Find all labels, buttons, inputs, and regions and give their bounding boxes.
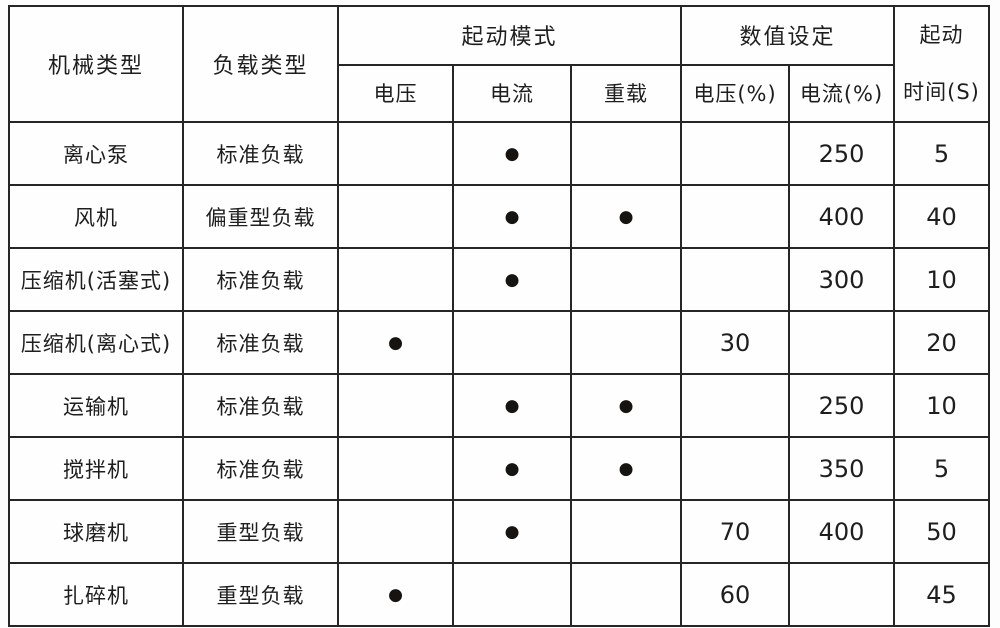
table-row-fan: 风机 偏重型负载 ● ● 400 40 [8,184,991,249]
cell-load: 重型负载 [182,562,339,627]
cell-start-time: 5 [893,436,991,501]
header-current-pct: 电流(%) [787,63,896,123]
cell-mode-current: ● [452,121,572,186]
cell-mode-current: ● [452,184,572,249]
cell-mode-voltage [337,247,454,312]
cell-start-time: 50 [893,499,991,564]
cell-mode-heavy [570,562,682,627]
cell-mode-heavy: ● [570,184,682,249]
cell-current-pct [787,310,896,375]
header-load-type: 负载类型 [182,5,339,123]
cell-mode-current: ● [452,436,572,501]
cell-machine: 风机 [8,184,184,249]
cell-machine: 压缩机(离心式) [8,310,184,375]
cell-load: 标准负载 [182,436,339,501]
cell-mode-current [452,562,572,627]
header-voltage-pct: 电压(%) [680,63,790,123]
cell-voltage-pct [680,436,790,501]
cell-mode-heavy [570,247,682,312]
cell-mode-voltage [337,373,454,438]
cell-load: 偏重型负载 [182,184,339,249]
cell-current-pct: 400 [787,184,896,249]
header-start-time-line2: 时间(S) [903,80,980,104]
header-start-time: 起动 时间(S) [893,5,991,123]
header-voltage: 电压 [337,63,454,123]
header-start-mode-group: 起动模式 [337,5,682,66]
cell-start-time: 10 [893,247,991,312]
table-row-centrifugal-pump: 离心泵 标准负载 ● 250 5 [8,121,991,186]
table-row-crusher: 扎碎机 重型负载 ● 60 45 [8,562,991,627]
cell-mode-voltage [337,499,454,564]
cell-mode-heavy: ● [570,436,682,501]
cell-mode-voltage: ● [337,310,454,375]
cell-load: 重型负载 [182,499,339,564]
cell-start-time: 40 [893,184,991,249]
cell-current-pct: 400 [787,499,896,564]
cell-machine: 离心泵 [8,121,184,186]
cell-mode-voltage [337,121,454,186]
cell-voltage-pct: 70 [680,499,790,564]
header-machine-type: 机械类型 [8,5,184,123]
cell-start-time: 10 [893,373,991,438]
cell-current-pct: 250 [787,121,896,186]
cell-machine: 搅拌机 [8,436,184,501]
cell-machine: 压缩机(活塞式) [8,247,184,312]
cell-mode-current [452,310,572,375]
cell-mode-voltage [337,184,454,249]
cell-mode-heavy [570,121,682,186]
cell-load: 标准负载 [182,373,339,438]
cell-start-time: 5 [893,121,991,186]
table-row-mixer: 搅拌机 标准负载 ● ● 350 5 [8,436,991,501]
cell-machine: 球磨机 [8,499,184,564]
cell-voltage-pct [680,373,790,438]
cell-voltage-pct [680,121,790,186]
table-row-compressor-piston: 压缩机(活塞式) 标准负载 ● 300 10 [8,247,991,312]
motor-starting-spec-table: 机械类型 负载类型 起动模式 数值设定 起动 时间(S) 电压 电流 重载 电压… [8,5,991,627]
header-current: 电流 [452,63,572,123]
table-row-compressor-centrifugal: 压缩机(离心式) 标准负载 ● 30 20 [8,310,991,375]
cell-mode-heavy [570,499,682,564]
cell-mode-voltage [337,436,454,501]
table-row-ball-mill: 球磨机 重型负载 ● 70 400 50 [8,499,991,564]
cell-start-time: 45 [893,562,991,627]
header-value-setting-group: 数值设定 [679,5,896,66]
cell-current-pct [787,562,896,627]
cell-current-pct: 350 [787,436,896,501]
header-heavy-load: 重载 [570,63,682,123]
cell-voltage-pct: 30 [680,310,790,375]
table-header: 机械类型 负载类型 起动模式 数值设定 起动 时间(S) 电压 电流 重载 电压… [8,5,991,123]
cell-machine: 运输机 [8,373,184,438]
cell-voltage-pct [680,247,790,312]
cell-voltage-pct [680,184,790,249]
cell-mode-current: ● [452,499,572,564]
cell-load: 标准负载 [182,310,339,375]
cell-mode-heavy [570,310,682,375]
cell-mode-current: ● [452,373,572,438]
cell-start-time: 20 [893,310,991,375]
header-row-subcolumns: 电压 电流 重载 电压(%) 电流(%) [9,63,989,123]
table-body: 离心泵 标准负载 ● 250 5 风机 偏重型负载 ● ● 400 40 压缩 [8,121,991,627]
table-row-conveyor: 运输机 标准负载 ● ● 250 10 [8,373,991,438]
header-row-groups: 机械类型 负载类型 起动模式 数值设定 起动 时间(S) [8,5,991,123]
cell-load: 标准负载 [182,121,339,186]
header-start-time-line1: 起动 [919,23,964,47]
cell-current-pct: 250 [787,373,896,438]
cell-mode-voltage: ● [337,562,454,627]
cell-mode-current: ● [452,247,572,312]
cell-mode-heavy: ● [570,373,682,438]
cell-machine: 扎碎机 [8,562,184,627]
cell-current-pct: 300 [787,247,896,312]
cell-voltage-pct: 60 [680,562,790,627]
cell-load: 标准负载 [182,247,339,312]
